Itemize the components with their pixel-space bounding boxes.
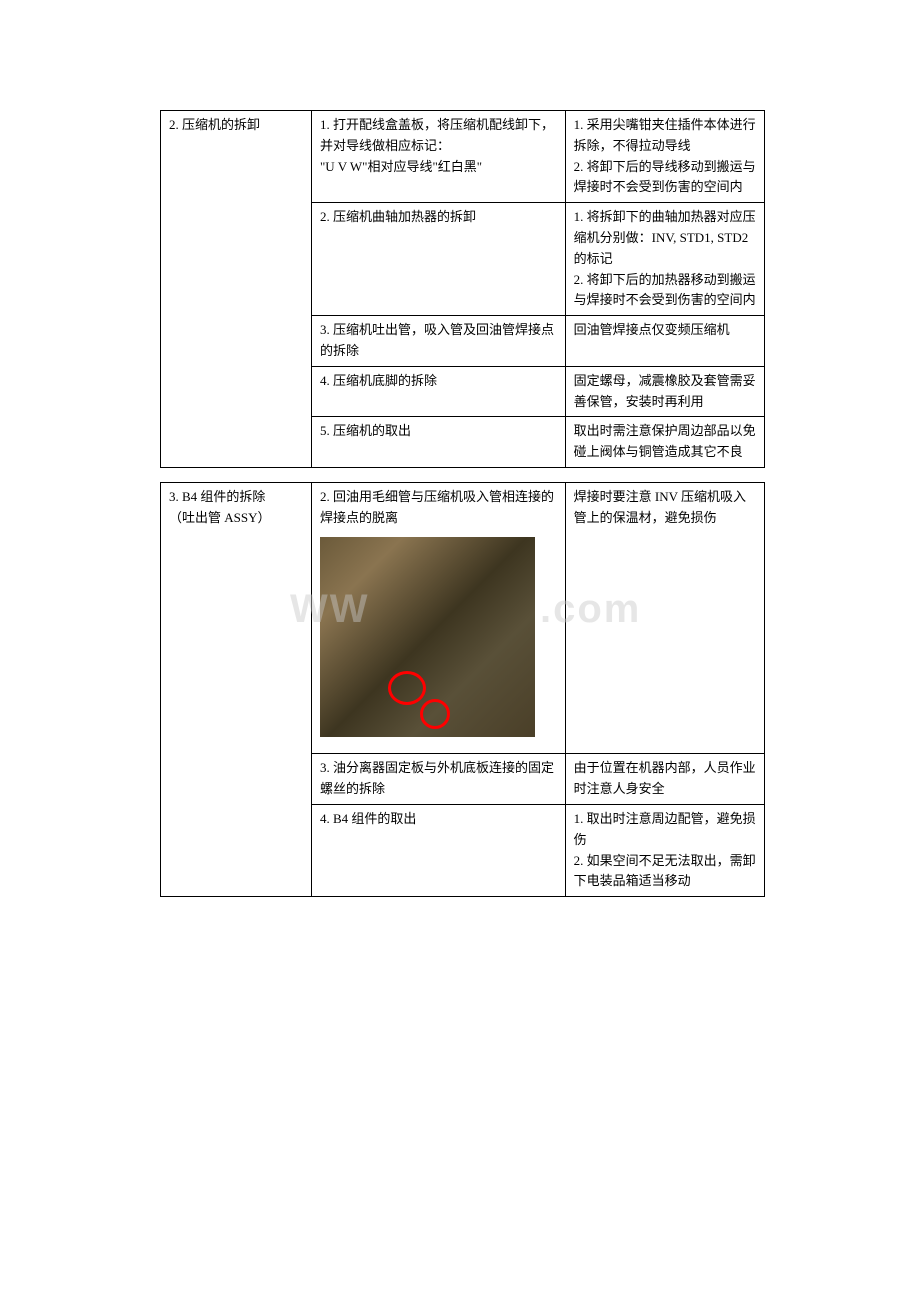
step-procedure-cell: 1. 打开配线盒盖板，将压缩机配线卸下，并对导线做相应标记："U V W"相对应… — [312, 111, 566, 203]
step-note-text: 固定螺母，减震橡胶及套管需妥善保管，安装时再利用 — [574, 373, 756, 409]
step-category-cell: 3. B4 组件的拆除（吐出管 ASSY） — [161, 482, 312, 896]
step-note-cell: 由于位置在机器内部，人员作业时注意人身安全 — [565, 754, 764, 805]
step-note-text: 焊接时要注意 INV 压缩机吸入管上的保温材，避免损伤 — [574, 489, 746, 525]
step-note-cell: 1. 将拆卸下的曲轴加热器对应压缩机分别做：INV, STD1, STD2 的标… — [565, 203, 764, 316]
step-note-text: 1. 采用尖嘴钳夹住插件本体进行拆除，不得拉动导线2. 将卸下后的导线移动到搬运… — [574, 117, 756, 194]
table-row: 3. B4 组件的拆除（吐出管 ASSY） 2. 回油用毛细管与压缩机吸入管相连… — [161, 482, 765, 753]
step-procedure-cell: 3. 油分离器固定板与外机底板连接的固定螺丝的拆除 — [312, 754, 566, 805]
procedure-table-1: 2. 压缩机的拆卸 1. 打开配线盒盖板，将压缩机配线卸下，并对导线做相应标记：… — [160, 110, 765, 468]
step-procedure-cell: 4. B4 组件的取出 — [312, 804, 566, 896]
step-note-text: 1. 取出时注意周边配管，避免损伤2. 如果空间不足无法取出，需卸下电装品箱适当… — [574, 811, 756, 888]
table-row: 2. 压缩机的拆卸 1. 打开配线盒盖板，将压缩机配线卸下，并对导线做相应标记：… — [161, 111, 765, 203]
step-procedure-text: 4. 压缩机底脚的拆除 — [320, 373, 437, 388]
step-procedure-text: 5. 压缩机的取出 — [320, 423, 411, 438]
step-note-cell: 1. 取出时注意周边配管，避免损伤2. 如果空间不足无法取出，需卸下电装品箱适当… — [565, 804, 764, 896]
step-procedure-text: 1. 打开配线盒盖板，将压缩机配线卸下，并对导线做相应标记："U V W"相对应… — [320, 117, 554, 174]
step-note-cell: 焊接时要注意 INV 压缩机吸入管上的保温材，避免损伤 — [565, 482, 764, 753]
step-note-text: 回油管焊接点仅变频压缩机 — [574, 322, 730, 337]
step-note-cell: 1. 采用尖嘴钳夹住插件本体进行拆除，不得拉动导线2. 将卸下后的导线移动到搬运… — [565, 111, 764, 203]
step-category-cell: 2. 压缩机的拆卸 — [161, 111, 312, 468]
step-note-text: 取出时需注意保护周边部品以免碰上阀体与铜管造成其它不良 — [574, 423, 756, 459]
step-procedure-text: 2. 回油用毛细管与压缩机吸入管相连接的焊接点的脱离 — [320, 489, 554, 525]
step-procedure-cell: 2. 回油用毛细管与压缩机吸入管相连接的焊接点的脱离 WW .com — [312, 482, 566, 753]
step-procedure-cell: 2. 压缩机曲轴加热器的拆卸 — [312, 203, 566, 316]
step-note-text: 由于位置在机器内部，人员作业时注意人身安全 — [574, 760, 756, 796]
highlight-circle-2 — [420, 699, 450, 729]
step-procedure-text: 3. 压缩机吐出管，吸入管及回油管焊接点的拆除 — [320, 322, 554, 358]
step-procedure-cell: 5. 压缩机的取出 — [312, 417, 566, 468]
step-note-cell: 回油管焊接点仅变频压缩机 — [565, 316, 764, 367]
step-procedure-text: 3. 油分离器固定板与外机底板连接的固定螺丝的拆除 — [320, 760, 554, 796]
step-category-text: 3. B4 组件的拆除（吐出管 ASSY） — [169, 489, 271, 525]
step-procedure-text: 2. 压缩机曲轴加热器的拆卸 — [320, 209, 476, 224]
step-category-text: 2. 压缩机的拆卸 — [169, 117, 260, 132]
step-procedure-cell: 3. 压缩机吐出管，吸入管及回油管焊接点的拆除 — [312, 316, 566, 367]
step-procedure-text: 4. B4 组件的取出 — [320, 811, 416, 826]
table-spacer — [160, 468, 765, 482]
step-note-text: 1. 将拆卸下的曲轴加热器对应压缩机分别做：INV, STD1, STD2 的标… — [574, 209, 756, 307]
highlight-circle-1 — [388, 671, 426, 705]
compressor-photo: WW .com — [320, 537, 535, 737]
step-note-cell: 固定螺母，减震橡胶及套管需妥善保管，安装时再利用 — [565, 366, 764, 417]
step-note-cell: 取出时需注意保护周边部品以免碰上阀体与铜管造成其它不良 — [565, 417, 764, 468]
procedure-table-2: 3. B4 组件的拆除（吐出管 ASSY） 2. 回油用毛细管与压缩机吸入管相连… — [160, 482, 765, 897]
step-procedure-cell: 4. 压缩机底脚的拆除 — [312, 366, 566, 417]
